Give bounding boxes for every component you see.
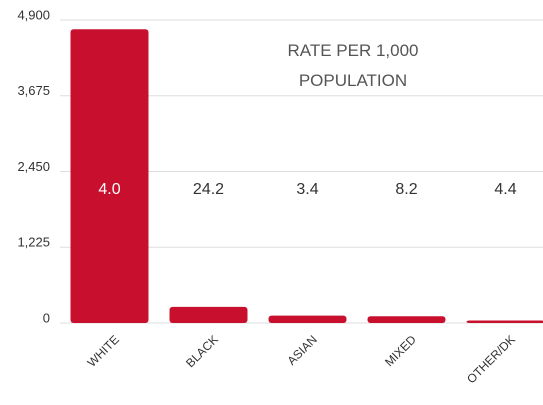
bar <box>367 316 446 323</box>
bar <box>268 315 347 323</box>
rate-label: 4.0 <box>98 181 120 198</box>
bar <box>466 320 543 323</box>
bar <box>169 306 248 323</box>
y-tick-label: 1,225 <box>17 235 50 250</box>
x-tick-label: OTHER/DK <box>464 332 518 386</box>
rate-label: 24.2 <box>193 181 224 198</box>
bar <box>70 29 149 323</box>
y-tick-label: 2,450 <box>17 159 50 174</box>
rate-label: 3.4 <box>296 181 318 198</box>
y-tick-label: 0 <box>43 310 50 325</box>
x-tick-label: BLACK <box>183 332 221 370</box>
rate-label: 8.2 <box>395 181 417 198</box>
x-tick-label: ASIAN <box>284 332 319 367</box>
x-tick-label: MIXED <box>382 332 419 369</box>
annotation: RATE PER 1,000 POPULATION <box>287 41 419 90</box>
y-tick-label: 3,675 <box>17 83 50 98</box>
y-tick-label: 4,900 <box>17 7 50 22</box>
x-tick-label: WHITE <box>85 332 122 369</box>
rate-label: 4.4 <box>494 181 516 198</box>
